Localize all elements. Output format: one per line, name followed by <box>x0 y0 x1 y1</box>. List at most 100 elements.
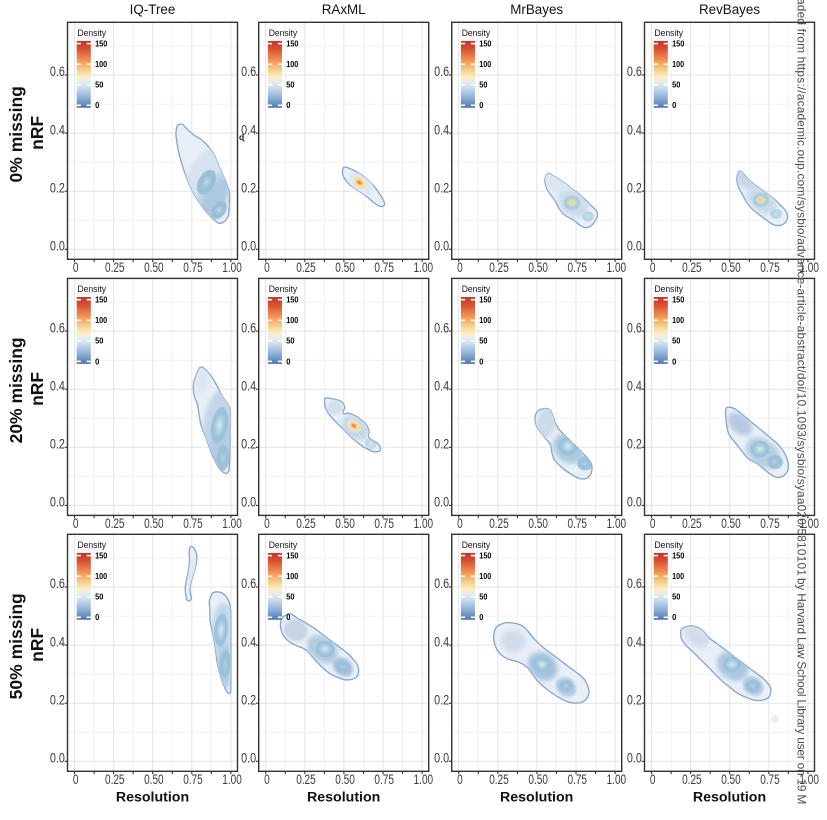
svg-text:0.25: 0.25 <box>489 260 509 276</box>
svg-text:0: 0 <box>95 101 100 110</box>
svg-text:0% missing: 0% missing <box>6 86 26 182</box>
svg-text:0.0: 0.0 <box>241 239 256 255</box>
svg-text:by Harvard Law School Library: by Harvard Law School Library user on 19… <box>795 578 809 804</box>
svg-text:0.75: 0.75 <box>760 772 780 788</box>
svg-text:0: 0 <box>73 516 79 532</box>
svg-text:0: 0 <box>672 101 677 110</box>
svg-text:0.25: 0.25 <box>489 772 509 788</box>
svg-text:Density: Density <box>655 540 684 550</box>
svg-text:0.2: 0.2 <box>434 180 449 196</box>
svg-text:150: 150 <box>479 552 492 561</box>
svg-text:Density: Density <box>462 284 491 294</box>
svg-text:0: 0 <box>650 516 656 532</box>
svg-text:0.50: 0.50 <box>335 772 355 788</box>
svg-text:Density: Density <box>269 28 298 38</box>
svg-text:0.50: 0.50 <box>721 516 741 532</box>
svg-text:50: 50 <box>95 593 104 602</box>
svg-text:0.25: 0.25 <box>296 772 316 788</box>
svg-text:50: 50 <box>286 593 295 602</box>
svg-text:1.00: 1.00 <box>607 772 627 788</box>
svg-text:150: 150 <box>95 40 108 49</box>
svg-text:100: 100 <box>286 572 298 581</box>
svg-text:0.75: 0.75 <box>568 516 588 532</box>
svg-text:0.75: 0.75 <box>760 516 780 532</box>
svg-text:aded from https://academic.oup: aded from https://academic.oup.com/sysbi… <box>795 0 809 576</box>
svg-text:0.25: 0.25 <box>682 260 702 276</box>
svg-text:0.0: 0.0 <box>627 751 642 767</box>
svg-text:0: 0 <box>95 613 100 622</box>
svg-text:RAxML: RAxML <box>322 2 366 17</box>
svg-text:0.50: 0.50 <box>144 260 164 276</box>
svg-text:Density: Density <box>269 284 298 294</box>
svg-text:0.0: 0.0 <box>50 751 65 767</box>
svg-text:0.6: 0.6 <box>434 64 449 80</box>
svg-text:0.6: 0.6 <box>434 320 449 336</box>
svg-text:50: 50 <box>479 81 488 90</box>
svg-text:0.4: 0.4 <box>434 122 449 138</box>
svg-text:0.2: 0.2 <box>50 437 65 453</box>
svg-text:MrBayes: MrBayes <box>510 2 563 17</box>
svg-text:0.25: 0.25 <box>682 772 702 788</box>
svg-text:1.00: 1.00 <box>222 260 242 276</box>
svg-text:50: 50 <box>479 337 488 346</box>
svg-text:nRF: nRF <box>27 627 47 661</box>
svg-text:0.2: 0.2 <box>50 180 65 196</box>
svg-text:0.4: 0.4 <box>50 634 65 650</box>
svg-text:0.4: 0.4 <box>241 378 256 394</box>
svg-text:0.25: 0.25 <box>105 516 125 532</box>
svg-text:100: 100 <box>95 60 107 69</box>
svg-text:0.6: 0.6 <box>241 320 256 336</box>
svg-text:0.2: 0.2 <box>50 692 65 708</box>
svg-text:0.50: 0.50 <box>528 516 548 532</box>
svg-text:0.0: 0.0 <box>434 239 449 255</box>
svg-text:0.6: 0.6 <box>434 576 449 592</box>
svg-text:0.4: 0.4 <box>627 122 642 138</box>
svg-text:150: 150 <box>95 296 108 305</box>
svg-text:0: 0 <box>457 772 463 788</box>
svg-text:1.00: 1.00 <box>799 260 819 276</box>
svg-text:0.4: 0.4 <box>434 378 449 394</box>
svg-text:0.0: 0.0 <box>434 495 449 511</box>
svg-text:0.2: 0.2 <box>627 180 642 196</box>
svg-text:150: 150 <box>95 552 108 561</box>
svg-text:0.4: 0.4 <box>50 378 65 394</box>
svg-text:0: 0 <box>650 772 656 788</box>
svg-text:100: 100 <box>672 60 684 69</box>
svg-text:nRF: nRF <box>27 372 47 406</box>
svg-text:0.6: 0.6 <box>50 320 65 336</box>
svg-text:Density: Density <box>78 540 107 550</box>
svg-text:0.50: 0.50 <box>528 772 548 788</box>
svg-text:0: 0 <box>457 516 463 532</box>
svg-text:0: 0 <box>95 357 100 366</box>
svg-text:0.75: 0.75 <box>374 260 394 276</box>
svg-text:0: 0 <box>479 357 484 366</box>
svg-text:0: 0 <box>672 613 677 622</box>
svg-text:150: 150 <box>672 40 685 49</box>
svg-text:0.75: 0.75 <box>183 516 203 532</box>
svg-text:100: 100 <box>672 572 684 581</box>
svg-text:0.25: 0.25 <box>105 772 125 788</box>
svg-text:Density: Density <box>78 28 107 38</box>
svg-text:Density: Density <box>78 284 107 294</box>
svg-text:150: 150 <box>286 40 299 49</box>
svg-text:1.00: 1.00 <box>222 516 242 532</box>
svg-text:150: 150 <box>672 296 685 305</box>
svg-text:0.25: 0.25 <box>489 516 509 532</box>
svg-text:Resolution: Resolution <box>500 790 573 806</box>
svg-text:0.25: 0.25 <box>105 260 125 276</box>
svg-text:100: 100 <box>286 60 298 69</box>
svg-text:1.00: 1.00 <box>414 516 434 532</box>
svg-text:150: 150 <box>286 296 299 305</box>
svg-text:0.50: 0.50 <box>144 772 164 788</box>
svg-text:Density: Density <box>269 540 298 550</box>
svg-text:0: 0 <box>457 260 463 276</box>
svg-text:0.0: 0.0 <box>50 495 65 511</box>
svg-text:0.2: 0.2 <box>434 437 449 453</box>
svg-text:Density: Density <box>462 540 491 550</box>
svg-text:100: 100 <box>479 316 491 325</box>
svg-text:0: 0 <box>286 101 291 110</box>
svg-text:50: 50 <box>672 81 681 90</box>
svg-text:100: 100 <box>286 316 298 325</box>
svg-text:0.50: 0.50 <box>335 516 355 532</box>
svg-text:50: 50 <box>286 81 295 90</box>
